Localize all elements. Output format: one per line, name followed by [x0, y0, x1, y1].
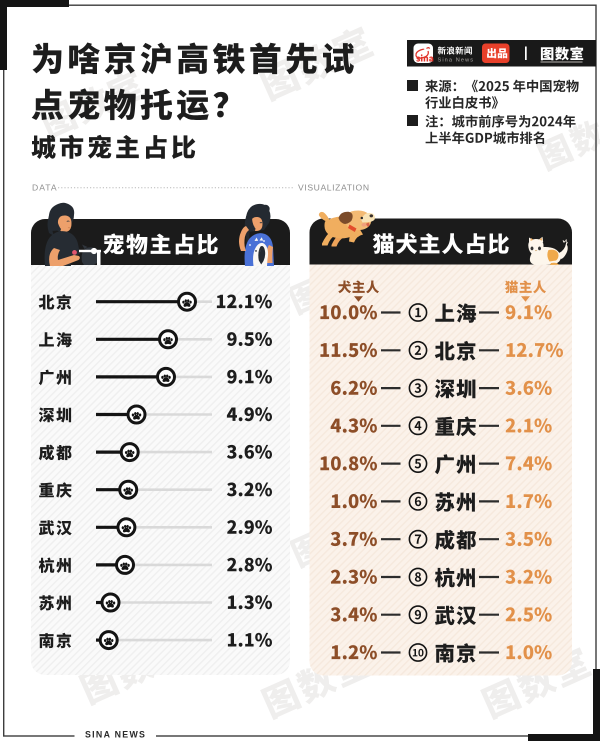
svg-text:DATA: DATA	[32, 183, 58, 193]
svg-text:Sina News: Sina News	[438, 58, 475, 64]
svg-text:SINA NEWS: SINA NEWS	[85, 730, 146, 740]
svg-text:VISUALIZATION: VISUALIZATION	[298, 183, 370, 193]
